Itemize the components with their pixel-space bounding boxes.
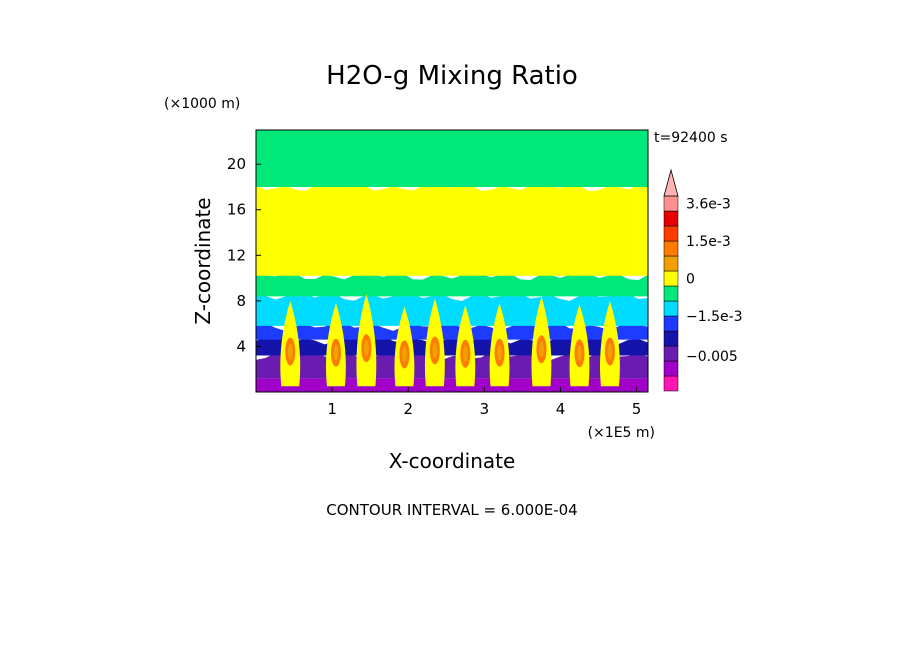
plume-center-9 (607, 343, 613, 360)
colorbar: 3.6e-3 1.5e-3 0 −1.5e-3 −0.005 (663, 168, 743, 392)
colorbar-swatch-9 (663, 240, 679, 257)
convective-plumes (280, 294, 620, 387)
colorbar-overflow-arrow (663, 168, 679, 197)
x-tick-label-1: 2 (403, 400, 413, 418)
x-unit-label: (×1E5 m) (588, 425, 655, 441)
colorbar-swatch-10 (663, 225, 679, 242)
colorbar-swatch-7 (663, 270, 679, 287)
colorbar-swatch-1 (663, 360, 679, 377)
x-tick-label-2: 3 (480, 400, 490, 418)
y-axis-label: Z-coordinate (191, 197, 215, 324)
plot-area (256, 130, 648, 392)
plume-center-3 (401, 346, 407, 363)
colorbar-label-3: −1.5e-3 (686, 309, 743, 325)
y-unit-label: (×1000 m) (164, 96, 240, 112)
colorbar-swatch-3 (663, 330, 679, 347)
colorbar-swatch-11 (663, 210, 679, 227)
y-tick-label-4: 20 (227, 155, 246, 173)
plume-center-5 (462, 345, 468, 362)
colorbar-swatch-5 (663, 300, 679, 317)
contour-band-0 (256, 378, 648, 392)
plot-frame (255, 129, 649, 393)
plume-center-4 (432, 342, 438, 359)
y-tick-label-2: 12 (227, 246, 246, 264)
contour-interval-footer: CONTOUR INTERVAL = 6.000E-04 (326, 501, 577, 519)
contour-band-5 (256, 270, 648, 297)
y-tick-label-3: 16 (227, 201, 246, 219)
colorbar-swatch-8 (663, 255, 679, 272)
plume-center-0 (287, 343, 293, 360)
y-tick-label-1: 8 (236, 292, 246, 310)
colorbar-label-4: −0.005 (686, 349, 738, 365)
colorbar-label-2: 0 (686, 272, 695, 288)
plume-center-1 (333, 344, 339, 361)
time-label: t=92400 s (654, 130, 728, 146)
plume-center-2 (363, 340, 369, 357)
plume-center-8 (576, 345, 582, 362)
colorbar-swatch-4 (663, 315, 679, 332)
x-axis-ticks: 1 2 3 4 5 (327, 387, 641, 418)
colorbar-swatch-2 (663, 345, 679, 362)
x-tick-label-4: 5 (632, 400, 642, 418)
contour-band-7 (256, 130, 648, 187)
colorbar-swatch-0 (663, 375, 679, 392)
contour-layers (256, 130, 648, 392)
colorbar-label-0: 3.6e-3 (686, 197, 731, 213)
contour-band-3 (256, 321, 648, 340)
contour-band-4 (256, 291, 648, 326)
x-tick-label-0: 1 (327, 400, 337, 418)
contour-band-6 (256, 182, 648, 276)
chart-title: H2O-g Mixing Ratio (326, 61, 578, 91)
x-axis-label: X-coordinate (389, 449, 516, 473)
colorbar-swatch-6 (663, 285, 679, 302)
y-axis-ticks: 4 8 12 16 20 (227, 155, 261, 355)
plume-center-6 (497, 344, 503, 361)
colorbar-swatch-12 (663, 195, 679, 212)
plume-center-7 (538, 341, 544, 358)
x-tick-label-3: 4 (556, 400, 566, 418)
y-tick-label-0: 4 (236, 337, 246, 355)
colorbar-label-1: 1.5e-3 (686, 234, 731, 250)
